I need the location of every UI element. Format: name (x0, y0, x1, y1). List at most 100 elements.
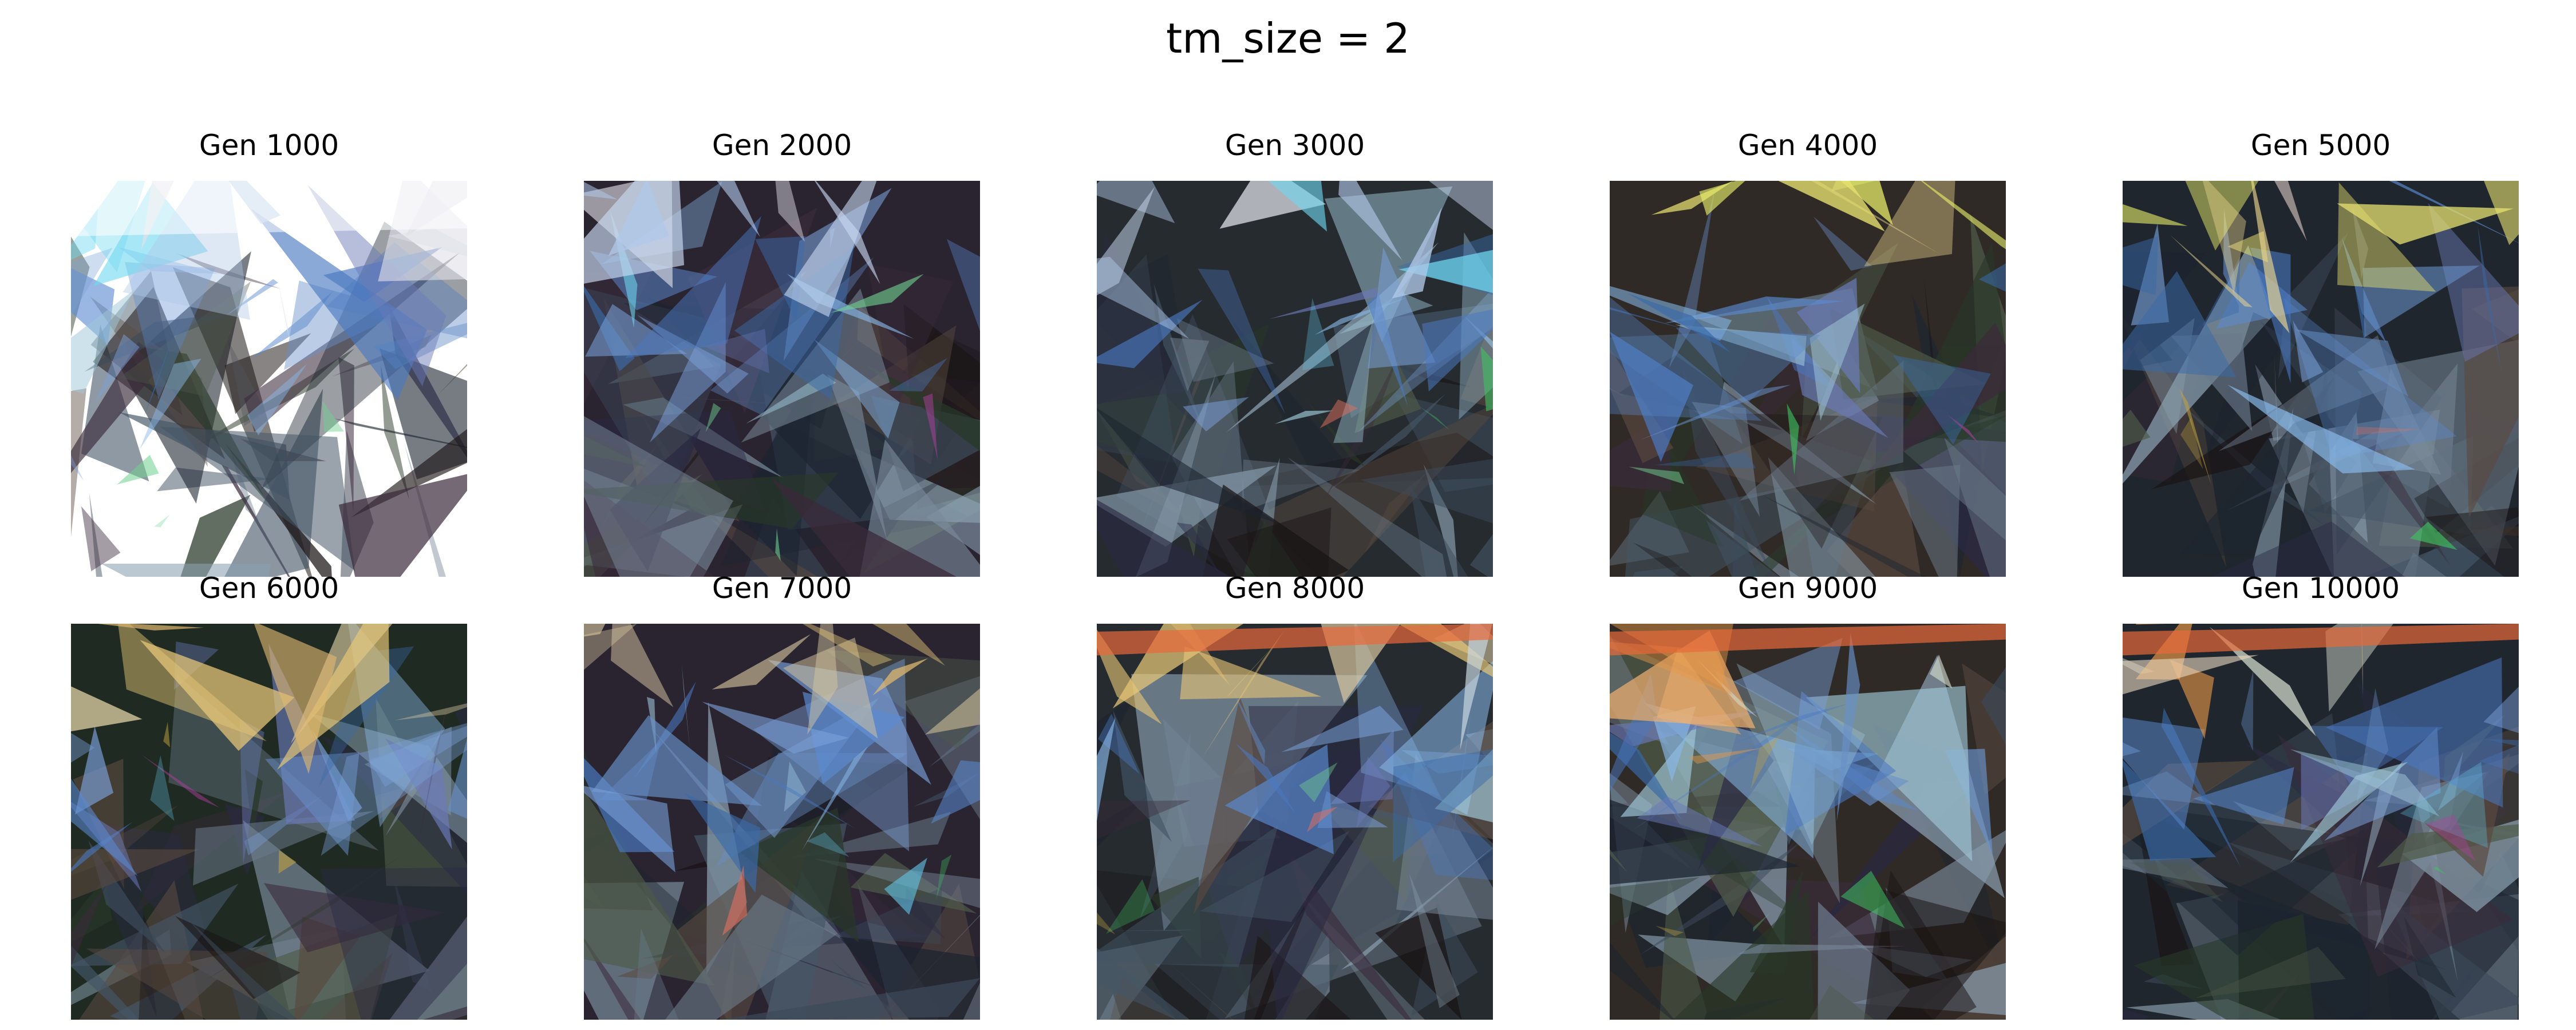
triangle (1921, 181, 2006, 249)
triangle (2293, 320, 2324, 383)
triangle (239, 719, 264, 865)
triangle (1753, 913, 1771, 932)
triangle (1097, 299, 1203, 369)
triangle (448, 738, 467, 819)
triangle (1097, 624, 1493, 656)
triangle (338, 356, 354, 514)
triangle (963, 983, 980, 1020)
triangle (1097, 870, 1248, 1020)
triangle (815, 181, 880, 284)
triangle (81, 506, 121, 572)
triangle (1097, 825, 1278, 967)
panel-title: Gen 7000 (712, 572, 852, 605)
panel-title: Gen 2000 (712, 129, 852, 162)
panel-title: Gen 3000 (1224, 129, 1365, 162)
triangle (1242, 520, 1302, 577)
triangle (307, 184, 447, 387)
triangle (1866, 322, 2006, 475)
triangle (1791, 336, 1888, 438)
triangle (783, 637, 878, 739)
triangle (2193, 767, 2294, 825)
triangle (1653, 706, 1696, 782)
triangle (1629, 466, 1685, 485)
triangle (739, 807, 859, 943)
generation-panel: Gen 10000 (2123, 571, 2519, 1020)
triangle (1889, 465, 1961, 577)
triangle (1287, 457, 1447, 577)
triangle (2196, 946, 2346, 998)
triangle (2251, 181, 2290, 334)
triangle (1098, 714, 1140, 774)
triangle (2325, 657, 2503, 808)
triangle (1767, 296, 1834, 390)
triangle (1696, 658, 1758, 718)
triangle (1180, 646, 1322, 700)
triangle (71, 181, 467, 236)
triangle (89, 493, 102, 577)
triangle (1784, 691, 1897, 836)
triangle (712, 633, 811, 690)
triangle (1281, 706, 1404, 752)
triangle (318, 646, 414, 787)
triangle (802, 624, 893, 667)
triangle (141, 754, 219, 808)
triangle (1097, 912, 1116, 935)
triangle (1469, 534, 1493, 577)
triangle (1170, 338, 1210, 392)
triangle (2372, 368, 2441, 475)
triangle (1480, 346, 1493, 411)
triangle (2218, 335, 2394, 451)
triangle (1610, 624, 2006, 656)
triangle (705, 403, 721, 433)
triangle (150, 755, 175, 821)
triangle (888, 358, 948, 392)
triangle (1354, 323, 1421, 433)
triangle (2428, 203, 2519, 362)
triangle (193, 811, 375, 886)
triangle (1097, 718, 1116, 822)
triangle (247, 363, 307, 435)
triangle (1981, 667, 2006, 745)
triangle (1656, 925, 1684, 936)
triangle-mosaic-image (584, 624, 980, 1020)
triangle (1198, 268, 1286, 414)
triangle (368, 726, 467, 787)
triangle (180, 494, 251, 577)
triangle (806, 832, 850, 857)
triangle (2250, 247, 2291, 383)
triangle (1637, 796, 1763, 847)
triangle (902, 331, 980, 382)
triangle (1813, 216, 1872, 271)
triangle (771, 478, 957, 577)
triangle (71, 341, 165, 473)
triangle (2123, 409, 2151, 447)
triangle (665, 894, 836, 1020)
triangle (775, 181, 805, 242)
triangle (1610, 331, 1694, 462)
triangle (95, 334, 140, 403)
triangle (1733, 502, 1757, 577)
triangle-mosaic-image (1097, 624, 1493, 1020)
triangle (1654, 452, 1756, 469)
triangle (1227, 507, 1332, 577)
generation-panel: Gen 3000 (1097, 128, 1493, 577)
triangle (716, 752, 908, 867)
triangle (2227, 231, 2268, 263)
triangle (144, 309, 183, 417)
triangle (584, 786, 675, 873)
triangle (1099, 994, 1121, 1020)
panel-title: Gen 8000 (1224, 572, 1365, 605)
triangle (1375, 908, 1462, 1020)
triangle (904, 886, 946, 940)
triangle (1302, 298, 1334, 370)
panel-title: Gen 1000 (199, 129, 339, 162)
triangle (71, 732, 95, 763)
triangle (71, 290, 135, 394)
triangle (2337, 203, 2514, 245)
triangle (1224, 744, 1334, 854)
triangle (1673, 890, 1814, 1020)
triangle (118, 281, 251, 397)
triangle (1930, 654, 1953, 689)
triangle (931, 760, 980, 824)
triangle (1610, 307, 1690, 331)
